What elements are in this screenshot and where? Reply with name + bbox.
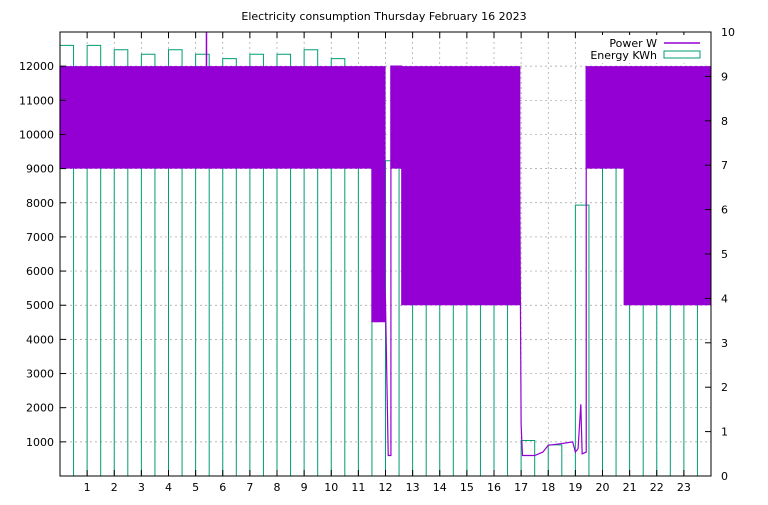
y2-tick-label: 3 xyxy=(721,337,728,350)
y-tick-label: 7000 xyxy=(26,231,54,244)
y-tick-label: 9000 xyxy=(26,163,54,176)
y2-tick-label: 6 xyxy=(721,204,728,217)
x-tick-label: 11 xyxy=(351,481,365,494)
y-tick-label: 2000 xyxy=(26,402,54,415)
x-tick-label: 20 xyxy=(596,481,610,494)
y-tick-label: 10000 xyxy=(19,128,54,141)
series-power-band xyxy=(401,66,521,306)
y-tick-label: 6000 xyxy=(26,265,54,278)
y2-tick-label: 5 xyxy=(721,248,728,261)
legend-label-energy: Energy KWh xyxy=(590,49,657,62)
x-tick-label: 4 xyxy=(165,481,172,494)
x-tick-label: 13 xyxy=(406,481,420,494)
y-tick-label: 4000 xyxy=(26,333,54,346)
y2-tick-label: 10 xyxy=(721,26,735,39)
x-tick-label: 6 xyxy=(219,481,226,494)
x-tick-label: 14 xyxy=(433,481,447,494)
x-tick-label: 15 xyxy=(460,481,474,494)
y-tick-label: 3000 xyxy=(26,368,54,381)
y-tick-label: 12000 xyxy=(19,60,54,73)
x-tick-label: 23 xyxy=(677,481,691,494)
y-tick-label: 1000 xyxy=(26,436,54,449)
series-power-band xyxy=(390,66,403,169)
series-layer xyxy=(59,32,712,477)
x-tick-label: 3 xyxy=(138,481,145,494)
x-tick-label: 1 xyxy=(84,481,91,494)
chart-title: Electricity consumption Thursday Februar… xyxy=(241,10,526,23)
y2-tick-label: 2 xyxy=(721,381,728,394)
legend-label-power: Power W xyxy=(609,37,657,50)
x-tick-label: 18 xyxy=(541,481,555,494)
series-power-band xyxy=(59,66,373,169)
x-tick-label: 2 xyxy=(111,481,118,494)
axis-layer: 1 2 3 4 5 6 7 8 9 10 11 12 13 14 15 16 17 18 19 20 21 22 23100… xyxy=(19,26,735,494)
y2-tick-label: 9 xyxy=(721,70,728,83)
y2-tick-label: 8 xyxy=(721,115,728,128)
y-tick-label: 8000 xyxy=(26,197,54,210)
y2-tick-label: 4 xyxy=(721,292,728,305)
x-tick-label: 8 xyxy=(274,481,281,494)
x-tick-label: 21 xyxy=(623,481,637,494)
x-tick-label: 9 xyxy=(301,481,308,494)
legend: Power W Energy KWh xyxy=(585,35,710,63)
series-power-band xyxy=(585,66,625,169)
y2-tick-label: 1 xyxy=(721,426,728,439)
x-tick-label: 5 xyxy=(192,481,199,494)
x-tick-label: 10 xyxy=(324,481,338,494)
y2-tick-label: 7 xyxy=(721,159,728,172)
y-tick-label: 5000 xyxy=(26,299,54,312)
y2-tick-label: 0 xyxy=(721,470,728,483)
series-power-band xyxy=(623,66,712,306)
x-tick-label: 17 xyxy=(514,481,528,494)
x-tick-label: 16 xyxy=(487,481,501,494)
x-tick-label: 19 xyxy=(568,481,582,494)
x-tick-label: 12 xyxy=(379,481,393,494)
y-tick-label: 11000 xyxy=(19,94,54,107)
legend-swatch-energy xyxy=(663,50,701,59)
x-tick-label: 7 xyxy=(246,481,253,494)
x-tick-label: 22 xyxy=(650,481,664,494)
series-power-line xyxy=(371,65,587,457)
